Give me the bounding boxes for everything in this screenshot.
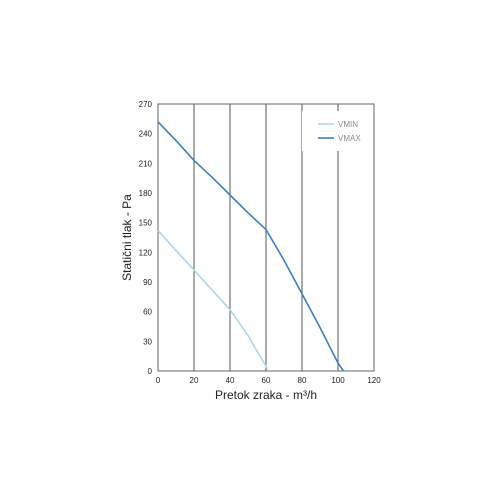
series-lines (157, 121, 345, 372)
y-tick-label: 30 (143, 337, 152, 346)
y-tick-label: 90 (143, 278, 152, 287)
y-tick-label: 210 (139, 159, 153, 168)
plot-frame (157, 103, 375, 372)
y-tick-label: 150 (139, 219, 153, 228)
legend-box (302, 111, 372, 151)
y-tick-labels: 0 30 60 90 120 150 180 210 240 270 (139, 100, 153, 376)
y-tick-label: 270 (139, 100, 153, 109)
y-tick-label: 120 (139, 248, 153, 257)
y-axis-title: Statični tlak - Pa (120, 194, 134, 281)
x-tick-label: 80 (298, 376, 307, 385)
x-tick-label: 0 (156, 376, 161, 385)
series-line-vmax (157, 121, 345, 372)
x-tick-label: 100 (331, 376, 345, 385)
x-tick-label: 40 (226, 376, 235, 385)
y-tick-label: 60 (143, 308, 152, 317)
x-tick-label: 120 (367, 376, 381, 385)
legend-label-vmax: VMAX (338, 134, 361, 143)
x-tick-label: 20 (190, 376, 199, 385)
x-tick-label: 60 (262, 376, 271, 385)
legend-label-vmin: VMIN (338, 120, 358, 129)
y-tick-label: 0 (148, 367, 153, 376)
x-axis-title: Pretok zraka - m³/h (215, 388, 317, 402)
legend: VMIN VMAX (302, 111, 372, 151)
series-line-vmin (157, 230, 269, 372)
y-tick-label: 180 (139, 189, 153, 198)
y-tick-label: 240 (139, 130, 153, 139)
x-tick-labels: 0 20 40 60 80 100 120 (156, 376, 381, 385)
